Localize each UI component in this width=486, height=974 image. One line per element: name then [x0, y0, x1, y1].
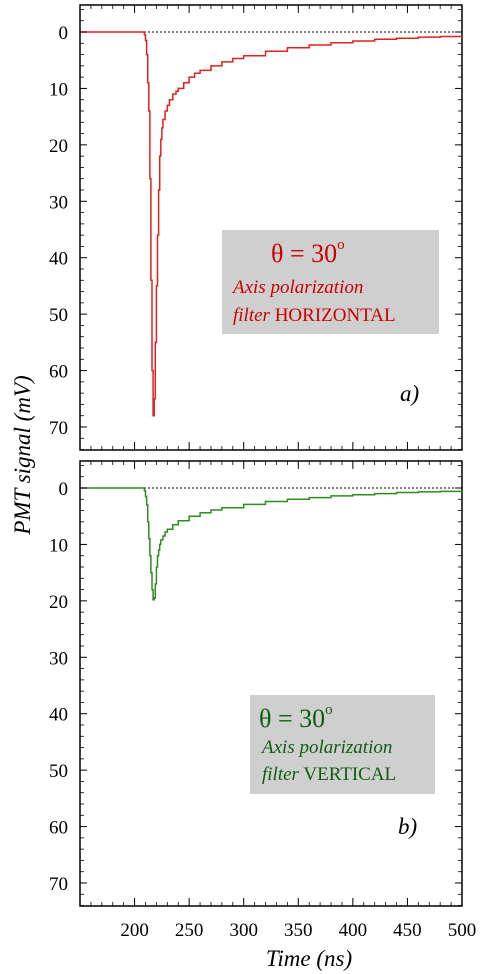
panel-a-theta-text: θ = 30: [271, 239, 337, 268]
x-tick-label: 400: [339, 920, 368, 941]
panel-a-y-tick-label: 20: [49, 136, 68, 157]
panel-a-tag: a): [400, 381, 419, 406]
panel-a-signal-line: [80, 31, 463, 417]
panel-b-annotation-line1: Axis polarization: [260, 737, 392, 758]
panel-a-annotation-line2: filter HORIZONTAL: [233, 305, 396, 326]
panel-b-theta-label: θ = 30o: [259, 702, 333, 733]
panel-b-y-tick-label: 40: [49, 705, 68, 726]
panel-b-filter-orientation: VERTICAL: [303, 764, 396, 785]
panel-a-y-tick-label: 70: [49, 418, 68, 439]
panel-a-theta-degree: o: [337, 237, 345, 253]
panel-b-y-tick-label: 10: [49, 535, 68, 556]
panel-b-y-tick-label: 0: [59, 479, 69, 500]
panel-a-annotation-box: [222, 230, 439, 334]
x-tick-label: 200: [120, 920, 149, 941]
panel-a-frame: [79, 4, 463, 451]
x-tick-label: 250: [175, 920, 204, 941]
panel-b-frame: [79, 460, 463, 907]
panel-b-y-tick-label: 60: [49, 818, 68, 839]
panel-a-y-tick-label: 0: [59, 23, 69, 44]
panel-a-filter-word: filter: [233, 305, 271, 326]
panel-b-annotation-line2: filter VERTICAL: [262, 764, 396, 785]
panel-b-signal-line: [80, 487, 463, 601]
panel-b-y-tick-label: 20: [49, 592, 68, 613]
y-axis-title: PMT signal (mV): [10, 375, 35, 535]
panel-b-y-tick-label: 30: [49, 648, 68, 669]
panel-b-y-tick-label: 50: [49, 761, 68, 782]
x-tick-label: 500: [448, 920, 477, 941]
panel-b-filter-word: filter: [262, 764, 300, 785]
panel-a-y-tick-label: 30: [49, 192, 68, 213]
x-tick-label: 450: [393, 920, 422, 941]
panel-a-y-tick-label: 40: [49, 249, 68, 270]
panel-b-theta-text: θ = 30: [259, 704, 325, 733]
panel-b-y-tick-label: 70: [49, 874, 68, 895]
panel-b-tag: b): [398, 814, 417, 839]
panel-b-theta-degree: o: [325, 702, 333, 718]
x-tick-label: 350: [284, 920, 313, 941]
panel-a-filter-orientation: HORIZONTAL: [275, 305, 396, 326]
panel-a-y-tick-label: 60: [49, 362, 68, 383]
x-tick-label: 300: [229, 920, 258, 941]
panel-a-theta-label: θ = 30o: [271, 237, 345, 268]
panel-a-annotation-line1: Axis polarization: [231, 277, 363, 298]
panel-a-y-tick-label: 50: [49, 305, 68, 326]
panel-b-annotation-box: [250, 695, 435, 794]
panel-a-y-tick-label: 10: [49, 79, 68, 100]
axis-ticks: 0 10 20 30 40 50 60 70 0 10 20 30 40 50 60 70 200 250 300 3…: [49, 5, 476, 941]
x-axis-title: Time (ns): [266, 946, 352, 971]
